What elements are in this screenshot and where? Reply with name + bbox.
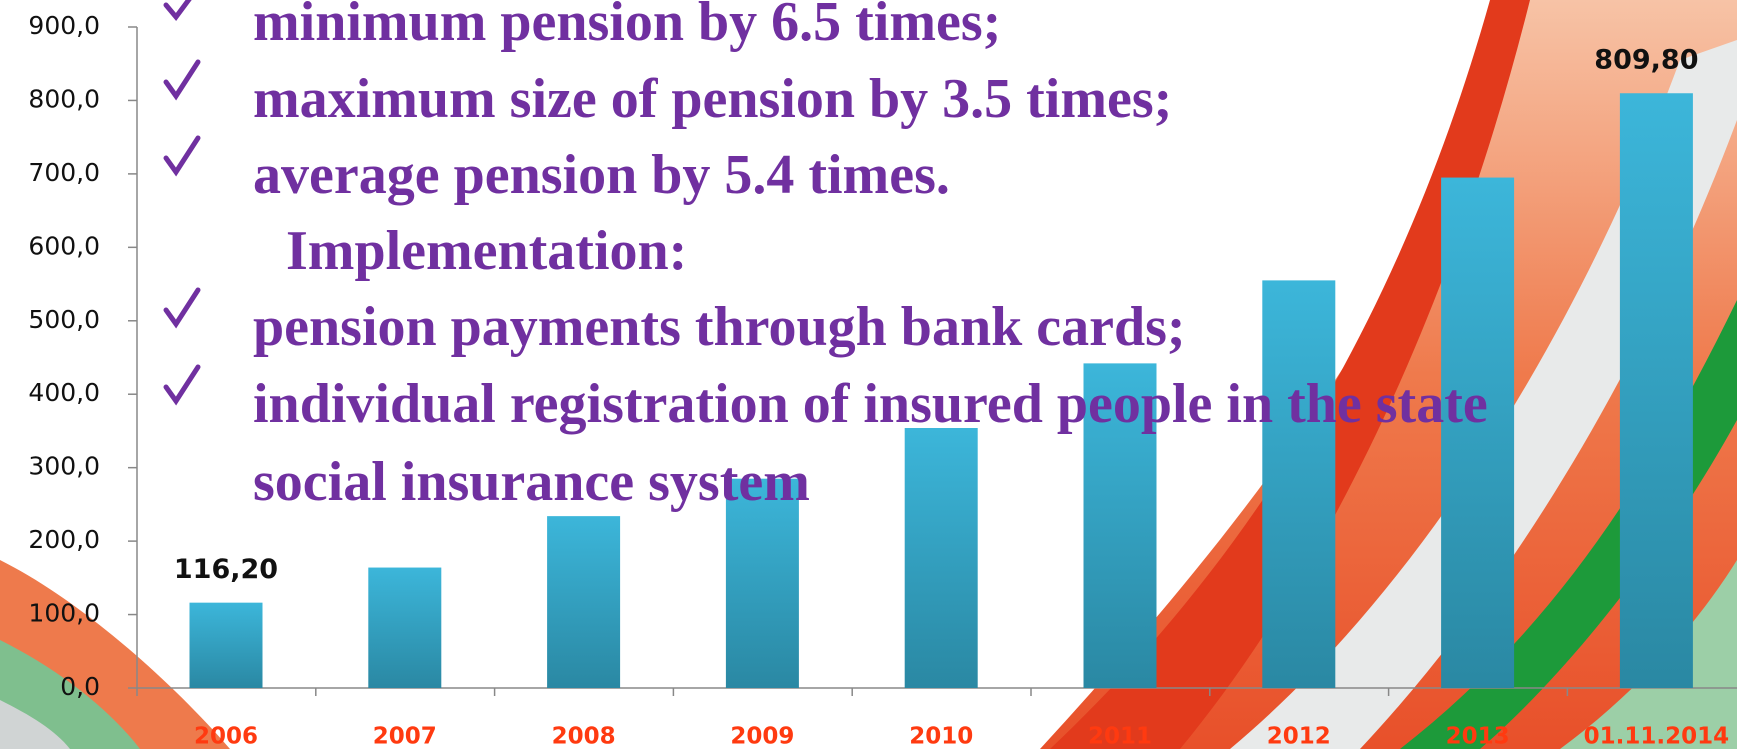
y-tick-label: 200,0 [28, 525, 100, 554]
x-tick-label: 2008 [552, 724, 616, 749]
checkmark [163, 0, 192, 22]
x-tick-label: 2011 [1088, 724, 1152, 749]
plot: 0,0 100,0 200,0 300,0 400,0 500,0 600,0 700,0 80… [28, 11, 1737, 749]
y-tick-label: 900,0 [28, 11, 100, 40]
annotation: Implementation: [286, 220, 687, 282]
bar [904, 428, 978, 688]
bar [1262, 280, 1336, 688]
bar [725, 478, 799, 688]
swoosh-left-gray [0, 700, 70, 749]
annotation: social insurance system [253, 451, 810, 513]
bar [1441, 177, 1515, 689]
checkmark [163, 59, 201, 101]
checkmark [163, 287, 201, 329]
annotation: average pension by 5.4 times. [253, 144, 950, 206]
checkmark [163, 364, 201, 406]
x-tick-label: 2007 [373, 724, 437, 749]
y-tick-label: 600,0 [28, 231, 100, 260]
annotation: individual registration of insured peopl… [253, 373, 1488, 435]
y-tick-label: 700,0 [28, 158, 100, 187]
swoosh-lightgreen [1560, 560, 1737, 749]
y-tick-label: 300,0 [28, 452, 100, 481]
annotations: minimum pension by 6.5 times; maximum siz… [253, 0, 1488, 513]
bar [368, 567, 442, 688]
y-tick-label: 400,0 [28, 378, 100, 407]
y-tick-label: 500,0 [28, 305, 100, 334]
checkmark [163, 135, 201, 177]
x-tick-label: 01.11.2014 [1584, 724, 1730, 749]
x-tick-label: 2006 [194, 724, 258, 749]
bar [547, 516, 621, 688]
y-tick-label: 0,0 [60, 672, 100, 701]
x-tick-label: 2009 [730, 724, 794, 749]
data-label: 809,80 [1594, 45, 1698, 76]
annotation: minimum pension by 6.5 times; [253, 0, 1001, 53]
y-tick-label: 100,0 [28, 599, 100, 628]
annotation: pension payments through bank cards; [253, 296, 1186, 358]
data-label: 116,20 [174, 554, 278, 585]
swoosh-red [1050, 0, 1530, 749]
x-tick-label: 2012 [1267, 724, 1331, 749]
bar [1619, 93, 1693, 688]
x-tick-label: 2010 [909, 724, 973, 749]
y-tick-label: 800,0 [28, 84, 100, 113]
checkmarks [163, 0, 201, 406]
x-tick-label: 2013 [1446, 724, 1510, 749]
annotation: maximum size of pension by 3.5 times; [253, 68, 1172, 130]
bar [189, 602, 263, 688]
bar [1083, 363, 1157, 688]
